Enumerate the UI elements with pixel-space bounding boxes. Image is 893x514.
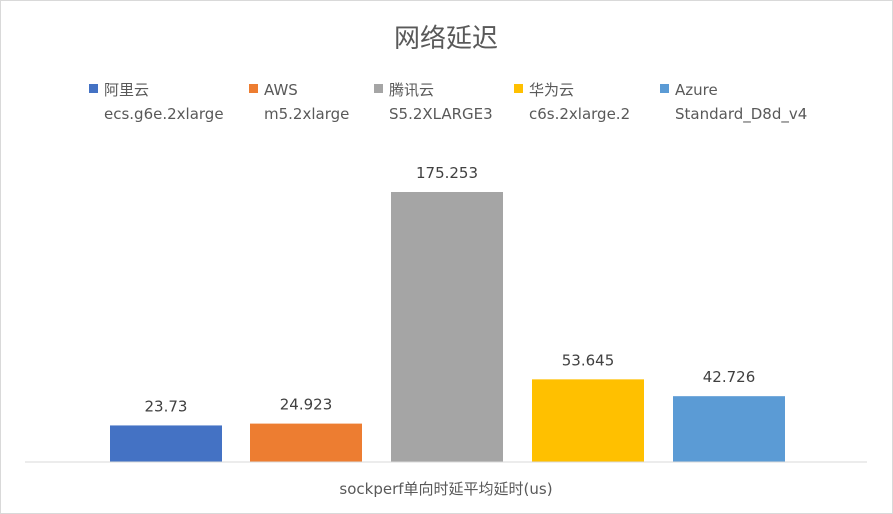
legend-entry-3: 腾讯云 S5.2XLARGE3	[389, 81, 493, 123]
legend-entry-1: 阿里云 ecs.g6e.2xlarge	[104, 81, 224, 123]
legend-swatch-4	[514, 84, 523, 93]
legend: 阿里云 ecs.g6e.2xlarge AWS m5.2xlarge 腾讯云 S5.2XL…	[89, 81, 807, 124]
legend-swatch-3	[374, 84, 383, 93]
bar-2	[250, 423, 362, 462]
legend-swatch-1	[89, 84, 98, 93]
bar-4	[532, 379, 644, 462]
data-label-2: 24.923	[280, 396, 333, 414]
legend-entry-5: Azure Standard_D8d_v4	[675, 81, 807, 124]
bar-5	[673, 396, 785, 462]
legend-swatch-5	[660, 84, 669, 93]
bar-1	[110, 425, 222, 462]
legend-entry-2: AWS m5.2xlarge	[264, 81, 349, 123]
data-label-4: 53.645	[562, 351, 615, 369]
x-axis-label: sockperf单向时延平均延时(us)	[339, 480, 552, 498]
bar-3	[391, 192, 503, 462]
legend-swatch-2	[249, 84, 258, 93]
data-label-5: 42.726	[703, 368, 756, 386]
bar-group	[110, 192, 785, 462]
data-label-group: 23.73 24.923 175.253 53.645 42.726	[145, 164, 756, 415]
legend-entry-4: 华为云 c6s.2xlarge.2	[529, 81, 630, 123]
chart-title: 网络延迟	[394, 24, 498, 54]
data-label-1: 23.73	[145, 397, 188, 415]
data-label-3: 175.253	[416, 164, 478, 182]
